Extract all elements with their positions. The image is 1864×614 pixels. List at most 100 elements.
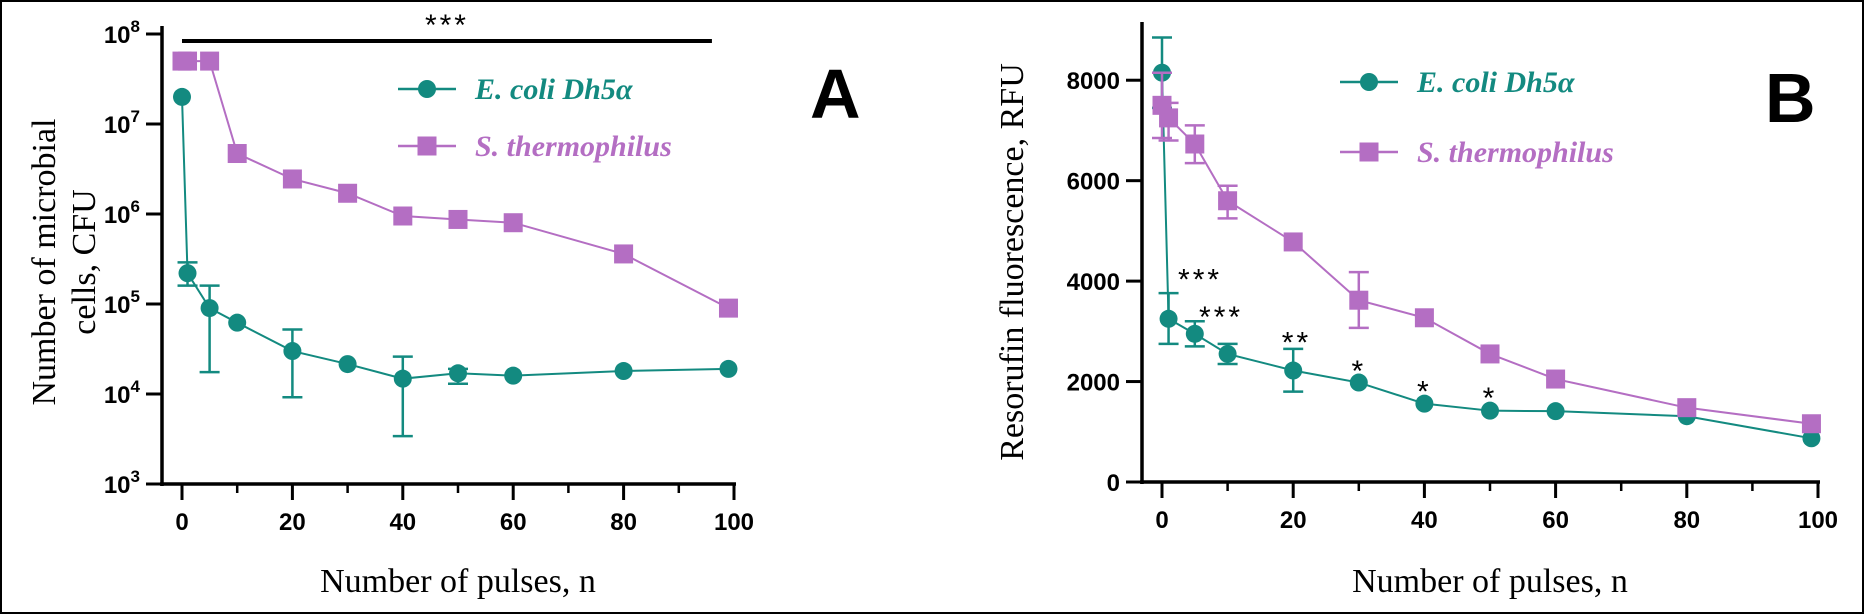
y-tick-label: 0 <box>1107 470 1120 497</box>
x-tick-label: 80 <box>610 509 637 536</box>
data-point <box>1677 398 1697 418</box>
legend-marker <box>1360 73 1378 91</box>
data-point <box>1218 344 1237 363</box>
panel-letter: A <box>810 55 861 133</box>
significance-label: * <box>1483 382 1498 415</box>
data-point <box>338 355 357 374</box>
legend-label: E. coli Dh5α <box>1416 66 1575 99</box>
data-point <box>1349 373 1368 392</box>
legend-marker <box>417 136 437 156</box>
data-point <box>200 299 219 318</box>
y-tick-base: 10 <box>104 292 131 319</box>
data-point <box>173 87 191 106</box>
data-point <box>393 206 413 226</box>
significance-label: *** <box>1199 301 1243 334</box>
x-tick-label: 80 <box>1673 507 1700 534</box>
data-point <box>448 209 468 229</box>
x-tick-label: 100 <box>1798 507 1838 534</box>
panel-letter: B <box>1765 59 1816 137</box>
x-tick-label: 0 <box>175 509 188 536</box>
y-tick-label: 103 <box>104 467 140 499</box>
data-point <box>1218 191 1238 211</box>
series-s-thermophilus <box>172 51 738 318</box>
legend-item-e-coli: E. coli Dh5α <box>1340 66 1575 99</box>
y-tick-label: 108 <box>104 17 140 49</box>
y-tick-base: 10 <box>104 22 131 49</box>
y-tick-label: 2000 <box>1067 370 1120 397</box>
data-point <box>1159 309 1178 328</box>
x-tick-label: 60 <box>1542 507 1569 534</box>
significance-label: *** <box>1178 264 1222 297</box>
y-axis-title-line-2: cells, CFU <box>66 189 103 334</box>
series-e-coli <box>173 87 738 438</box>
y-tick-label: 4000 <box>1067 269 1120 296</box>
legend-label: S. thermophilus <box>1417 136 1614 169</box>
x-tick-label: 100 <box>714 509 754 536</box>
data-point <box>393 369 412 388</box>
y-tick-exponent: 5 <box>131 287 140 306</box>
x-tick-label: 40 <box>1411 507 1438 534</box>
data-point <box>719 359 738 378</box>
significance-label: * <box>1351 355 1366 388</box>
y-tick-exponent: 7 <box>131 107 140 126</box>
data-point <box>1159 108 1179 128</box>
data-point <box>228 313 247 332</box>
y-tick-exponent: 4 <box>131 377 141 396</box>
x-tick-label: 0 <box>1155 507 1168 534</box>
data-point <box>338 183 358 203</box>
x-tick-label: 20 <box>1280 507 1307 534</box>
legend-item-s-thermophilus: S. thermophilus <box>1340 136 1614 169</box>
y-tick-base: 10 <box>104 472 131 499</box>
y-tick-label: 6000 <box>1067 169 1120 196</box>
y-tick-exponent: 3 <box>131 467 140 486</box>
y-tick-exponent: 6 <box>131 197 140 216</box>
data-point <box>1480 344 1500 364</box>
y-tick-label: 104 <box>104 377 141 409</box>
y-tick-exponent: 8 <box>131 17 140 36</box>
series-e-coli <box>1152 36 1821 448</box>
legend-item-s-thermophilus: S. thermophilus <box>398 130 672 163</box>
data-point <box>449 364 467 383</box>
data-point <box>718 298 738 318</box>
data-point <box>1801 414 1821 434</box>
data-point <box>178 51 198 71</box>
y-tick-label: 8000 <box>1067 68 1120 95</box>
legend-marker <box>418 80 436 98</box>
y-tick-label: 106 <box>104 197 140 229</box>
data-point <box>1284 361 1303 380</box>
data-point <box>1414 308 1434 328</box>
y-tick-label: 107 <box>104 107 140 139</box>
y-axis-title-line-1: Number of microbial <box>26 118 63 405</box>
data-point <box>1546 402 1565 421</box>
data-point <box>1546 369 1566 389</box>
y-axis-title: Resorufin fluorescence, RFU <box>994 63 1031 461</box>
y-tick-label: 105 <box>104 287 140 319</box>
legend-label: E. coli Dh5α <box>474 73 633 106</box>
data-point <box>614 362 633 381</box>
y-tick-base: 10 <box>104 112 131 139</box>
data-point <box>614 244 634 264</box>
legend-item-e-coli: E. coli Dh5α <box>398 73 633 106</box>
legend-label: S. thermophilus <box>475 130 672 163</box>
data-point <box>227 144 247 164</box>
data-point <box>504 366 523 385</box>
x-axis-title: Number of pulses, n <box>1352 563 1628 600</box>
data-point <box>200 51 220 71</box>
data-point <box>1349 290 1369 310</box>
significance-label: *** <box>425 9 469 42</box>
data-point <box>283 342 302 361</box>
x-tick-label: 60 <box>500 509 527 536</box>
y-tick-base: 10 <box>104 382 131 409</box>
series-s-thermophilus <box>1152 71 1821 434</box>
data-point <box>1185 134 1205 154</box>
legend-marker <box>1359 142 1379 162</box>
x-tick-label: 40 <box>389 509 416 536</box>
data-point <box>1283 232 1303 252</box>
data-point <box>1185 324 1204 343</box>
data-point <box>1802 429 1821 448</box>
significance-label: ** <box>1282 326 1311 359</box>
x-axis-title: Number of pulses, n <box>320 563 596 600</box>
